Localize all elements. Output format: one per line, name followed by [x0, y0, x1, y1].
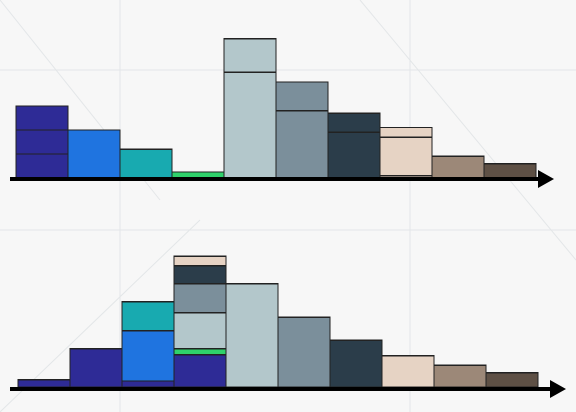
top-bar-1-segment-3 — [15, 105, 69, 131]
top-bar-2-segment-1 — [67, 129, 121, 179]
top-bar-9 — [431, 155, 485, 179]
bottom-bar-4-segment-4 — [173, 283, 227, 314]
bottom-bar-4 — [173, 255, 227, 388]
top-bar-10 — [483, 162, 537, 179]
bottom-histogram — [17, 255, 539, 388]
bottom-bar-4-segment-2 — [173, 347, 227, 356]
bottom-bar-3-segment-3 — [121, 301, 175, 332]
top-bar-8-segment-2 — [379, 136, 433, 177]
bottom-bar-8 — [381, 355, 435, 388]
bottom-bar-1-segment-1 — [17, 379, 71, 388]
top-bar-1-segment-2 — [15, 129, 69, 155]
bottom-bar-9 — [433, 364, 487, 388]
top-bar-7 — [327, 112, 381, 179]
top-histogram — [15, 38, 537, 179]
top-bar-5 — [223, 38, 277, 179]
bottom-bar-7 — [329, 339, 383, 388]
bottom-bar-3 — [121, 301, 175, 388]
top-axis-arrowhead — [538, 170, 554, 188]
top-bar-1 — [15, 105, 69, 179]
bottom-bar-4-segment-5 — [173, 265, 227, 285]
bottom-bar-5-segment-1 — [225, 283, 279, 388]
bottom-bar-10-segment-1 — [485, 371, 539, 388]
bottom-bar-2-segment-1 — [69, 347, 123, 388]
bottom-bar-4-segment-3 — [173, 311, 227, 350]
top-bar-8-segment-3 — [379, 126, 433, 138]
top-bar-6-segment-1 — [275, 110, 329, 179]
bottom-bar-10 — [485, 371, 539, 388]
bottom-bar-6-segment-1 — [277, 316, 331, 388]
bottom-axis-arrowhead — [550, 380, 566, 398]
top-bar-5-segment-2 — [223, 38, 277, 74]
bottom-bar-3-segment-1 — [121, 380, 175, 388]
top-bar-5-segment-1 — [223, 71, 277, 179]
bottom-bar-5 — [225, 283, 279, 388]
bottom-bar-4-segment-1 — [173, 353, 227, 388]
bottom-bar-6 — [277, 316, 331, 388]
top-bar-7-segment-2 — [327, 112, 381, 134]
bottom-bar-2 — [69, 347, 123, 388]
top-bar-10-segment-1 — [483, 162, 537, 179]
top-bar-8 — [379, 126, 433, 179]
bottom-bar-3-segment-2 — [121, 329, 175, 382]
bottom-bar-7-segment-1 — [329, 339, 383, 388]
top-bar-3 — [119, 148, 173, 179]
top-bar-7-segment-1 — [327, 131, 381, 179]
top-bar-1-segment-1 — [15, 153, 69, 179]
top-bar-6 — [275, 81, 329, 179]
top-bar-9-segment-1 — [431, 155, 485, 179]
bottom-bar-4-segment-6 — [173, 255, 227, 267]
top-bar-6-segment-2 — [275, 81, 329, 112]
bottom-bar-1 — [17, 379, 71, 388]
top-bar-2 — [67, 129, 121, 179]
top-bar-3-segment-1 — [119, 148, 173, 179]
bottom-bar-9-segment-1 — [433, 364, 487, 388]
axes — [10, 170, 566, 398]
bottom-bar-8-segment-1 — [381, 355, 435, 388]
